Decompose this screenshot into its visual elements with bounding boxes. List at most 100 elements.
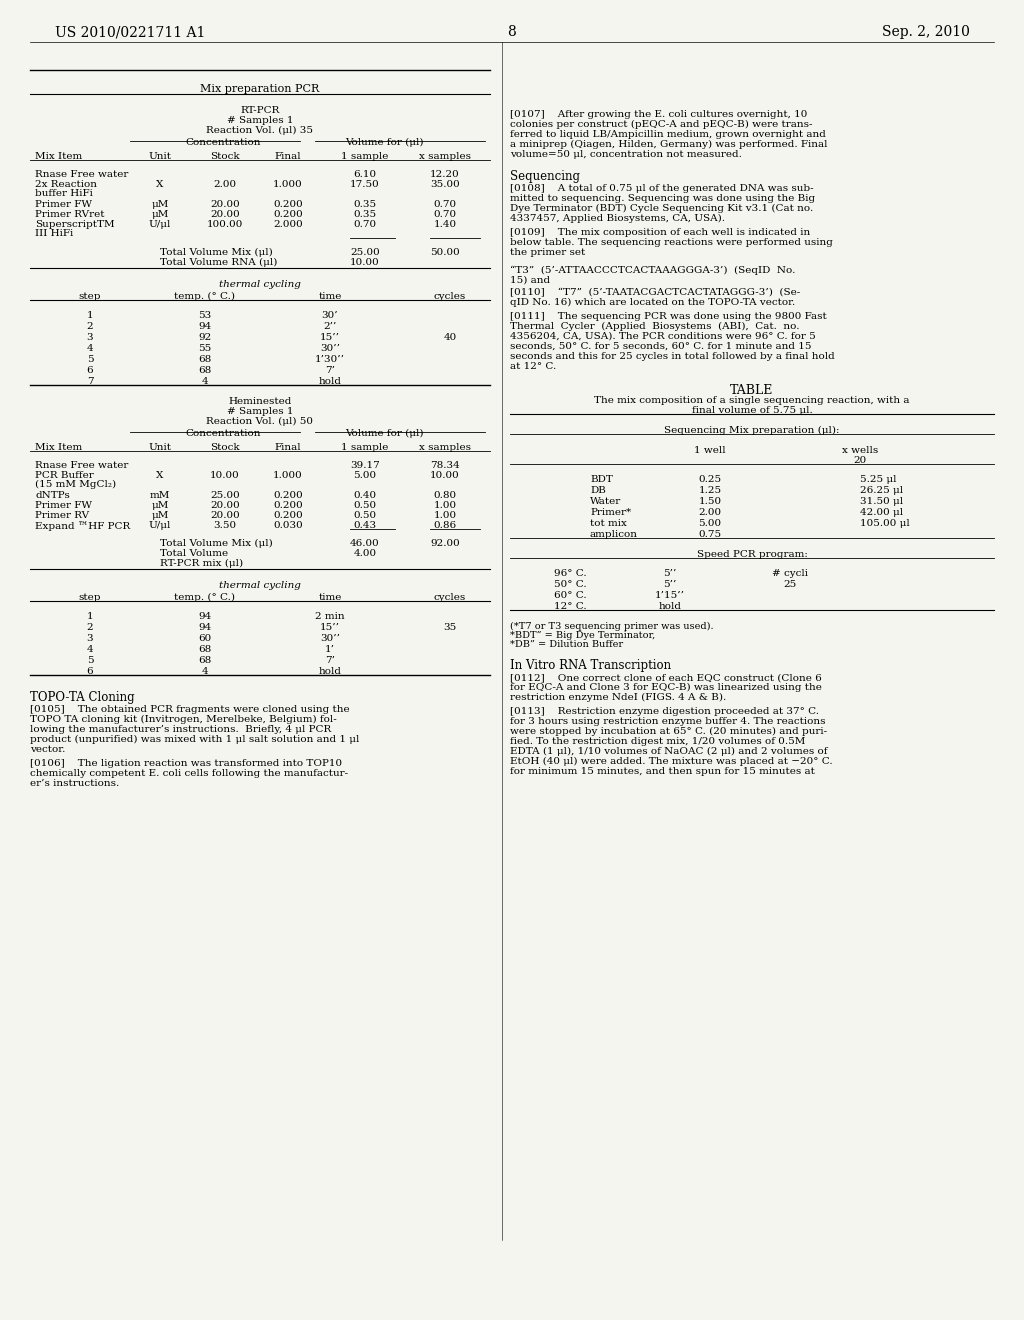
Text: tot mix: tot mix	[590, 519, 627, 528]
Text: were stopped by incubation at 65° C. (20 minutes) and puri-: were stopped by incubation at 65° C. (20…	[510, 727, 827, 737]
Text: US 2010/0221711 A1: US 2010/0221711 A1	[55, 25, 206, 40]
Text: Expand ™HF PCR: Expand ™HF PCR	[35, 521, 130, 531]
Text: Speed PCR program:: Speed PCR program:	[696, 550, 808, 558]
Text: 1.50: 1.50	[698, 498, 722, 506]
Text: colonies per construct (pEQC-A and pEQC-B) were trans-: colonies per construct (pEQC-A and pEQC-…	[510, 120, 812, 129]
Text: TABLE: TABLE	[730, 384, 774, 397]
Text: hold: hold	[658, 602, 682, 611]
Text: 31.50 μl: 31.50 μl	[860, 498, 903, 506]
Text: Primer FW: Primer FW	[35, 502, 92, 510]
Text: Sequencing: Sequencing	[510, 170, 580, 183]
Text: X: X	[157, 180, 164, 189]
Text: Mix Item: Mix Item	[35, 152, 82, 161]
Text: 25.00: 25.00	[350, 248, 380, 257]
Text: Mix preparation PCR: Mix preparation PCR	[201, 84, 319, 94]
Text: Primer FW: Primer FW	[35, 201, 92, 209]
Text: 5: 5	[87, 656, 93, 665]
Text: BDT: BDT	[590, 475, 613, 484]
Text: 26.25 μl: 26.25 μl	[860, 486, 903, 495]
Text: 4: 4	[87, 645, 93, 653]
Text: amplicon: amplicon	[590, 531, 638, 539]
Text: “T3”  (5’-ATTAACCCTCACTAAAGGGA-3’)  (SeqID  No.: “T3” (5’-ATTAACCCTCACTAAAGGGA-3’) (SeqID…	[510, 267, 796, 276]
Text: 12.20: 12.20	[430, 170, 460, 180]
Text: 20: 20	[853, 455, 866, 465]
Text: 46.00: 46.00	[350, 539, 380, 548]
Text: 100.00: 100.00	[207, 220, 243, 228]
Text: Total Volume Mix (μl): Total Volume Mix (μl)	[160, 248, 272, 257]
Text: 25: 25	[783, 579, 797, 589]
Text: 2.00: 2.00	[213, 180, 237, 189]
Text: Volume for (μl): Volume for (μl)	[345, 139, 424, 147]
Text: [0111]    The sequencing PCR was done using the 9800 Fast: [0111] The sequencing PCR was done using…	[510, 312, 826, 321]
Text: [0107]    After growing the E. coli cultures overnight, 10: [0107] After growing the E. coli culture…	[510, 110, 807, 119]
Text: Mix Item: Mix Item	[35, 444, 82, 451]
Text: 50° C.: 50° C.	[554, 579, 587, 589]
Text: buffer HiFi: buffer HiFi	[35, 189, 93, 198]
Text: 5’’: 5’’	[664, 579, 677, 589]
Text: 53: 53	[199, 312, 212, 319]
Text: 0.40: 0.40	[353, 491, 377, 500]
Text: seconds, 50° C. for 5 seconds, 60° C. for 1 minute and 15: seconds, 50° C. for 5 seconds, 60° C. fo…	[510, 342, 811, 351]
Text: EDTA (1 μl), 1/10 volumes of NaOAC (2 μl) and 2 volumes of: EDTA (1 μl), 1/10 volumes of NaOAC (2 μl…	[510, 747, 827, 756]
Text: 1’30’’: 1’30’’	[315, 355, 345, 364]
Text: 10.00: 10.00	[210, 471, 240, 480]
Text: EtOH (40 μl) were added. The mixture was placed at −20° C.: EtOH (40 μl) were added. The mixture was…	[510, 756, 833, 766]
Text: volume=50 μl, concentration not measured.: volume=50 μl, concentration not measured…	[510, 150, 741, 158]
Text: 105.00 μl: 105.00 μl	[860, 519, 909, 528]
Text: 5’’: 5’’	[664, 569, 677, 578]
Text: # cycli: # cycli	[772, 569, 808, 578]
Text: below table. The sequencing reactions were performed using: below table. The sequencing reactions we…	[510, 238, 833, 247]
Text: [0105]    The obtained PCR fragments were cloned using the: [0105] The obtained PCR fragments were c…	[30, 705, 349, 714]
Text: 3.50: 3.50	[213, 521, 237, 531]
Text: Reaction Vol. (μl) 50: Reaction Vol. (μl) 50	[207, 417, 313, 426]
Text: 4: 4	[87, 345, 93, 352]
Text: 12° C.: 12° C.	[554, 602, 587, 611]
Text: qID No. 16) which are located on the TOPO-TA vector.: qID No. 16) which are located on the TOP…	[510, 298, 796, 308]
Text: 0.43: 0.43	[353, 521, 377, 531]
Text: μM: μM	[152, 511, 169, 520]
Text: 2.000: 2.000	[273, 220, 303, 228]
Text: time: time	[318, 593, 342, 602]
Text: 1: 1	[87, 312, 93, 319]
Text: 1: 1	[87, 612, 93, 620]
Text: at 12° C.: at 12° C.	[510, 362, 556, 371]
Text: 25.00: 25.00	[210, 491, 240, 500]
Text: 6: 6	[87, 366, 93, 375]
Text: Primer RV: Primer RV	[35, 511, 89, 520]
Text: 0.80: 0.80	[433, 491, 457, 500]
Text: 5: 5	[87, 355, 93, 364]
Text: 68: 68	[199, 656, 212, 665]
Text: 55: 55	[199, 345, 212, 352]
Text: RT-PCR mix (μl): RT-PCR mix (μl)	[160, 558, 243, 568]
Text: μM: μM	[152, 201, 169, 209]
Text: 0.50: 0.50	[353, 502, 377, 510]
Text: temp. (° C.): temp. (° C.)	[174, 593, 236, 602]
Text: 0.50: 0.50	[353, 511, 377, 520]
Text: 7: 7	[87, 378, 93, 385]
Text: Water: Water	[590, 498, 622, 506]
Text: 0.70: 0.70	[353, 220, 377, 228]
Text: [0112]    One correct clone of each EQC construct (Clone 6: [0112] One correct clone of each EQC con…	[510, 673, 821, 682]
Text: 7’: 7’	[325, 656, 335, 665]
Text: TOPO TA cloning kit (Invitrogen, Merelbeke, Belgium) fol-: TOPO TA cloning kit (Invitrogen, Merelbe…	[30, 715, 337, 725]
Text: 94: 94	[199, 623, 212, 632]
Text: [0109]    The mix composition of each well is indicated in: [0109] The mix composition of each well …	[510, 228, 810, 238]
Text: 1.00: 1.00	[433, 511, 457, 520]
Text: a miniprep (Qiagen, Hilden, Germany) was performed. Final: a miniprep (Qiagen, Hilden, Germany) was…	[510, 140, 827, 149]
Text: restriction enzyme NdeI (FIGS. 4 A & B).: restriction enzyme NdeI (FIGS. 4 A & B).	[510, 693, 726, 702]
Text: 10.00: 10.00	[430, 471, 460, 480]
Text: 15’’: 15’’	[319, 623, 340, 632]
Text: [0110]    “T7”  (5’-TAATACGACTCACTATAGGG-3’)  (Se-: [0110] “T7” (5’-TAATACGACTCACTATAGGG-3’)…	[510, 288, 800, 297]
Text: *BDT” = Big Dye Terminator,: *BDT” = Big Dye Terminator,	[510, 631, 655, 640]
Text: 2x Reaction: 2x Reaction	[35, 180, 97, 189]
Text: dNTPs: dNTPs	[35, 491, 70, 500]
Text: 39.17: 39.17	[350, 461, 380, 470]
Text: 0.200: 0.200	[273, 201, 303, 209]
Text: 6.10: 6.10	[353, 170, 377, 180]
Text: 2.00: 2.00	[698, 508, 722, 517]
Text: 5.25 μl: 5.25 μl	[860, 475, 896, 484]
Text: U/μl: U/μl	[148, 220, 171, 228]
Text: 68: 68	[199, 366, 212, 375]
Text: Primer*: Primer*	[590, 508, 631, 517]
Text: In Vitro RNA Transcription: In Vitro RNA Transcription	[510, 659, 671, 672]
